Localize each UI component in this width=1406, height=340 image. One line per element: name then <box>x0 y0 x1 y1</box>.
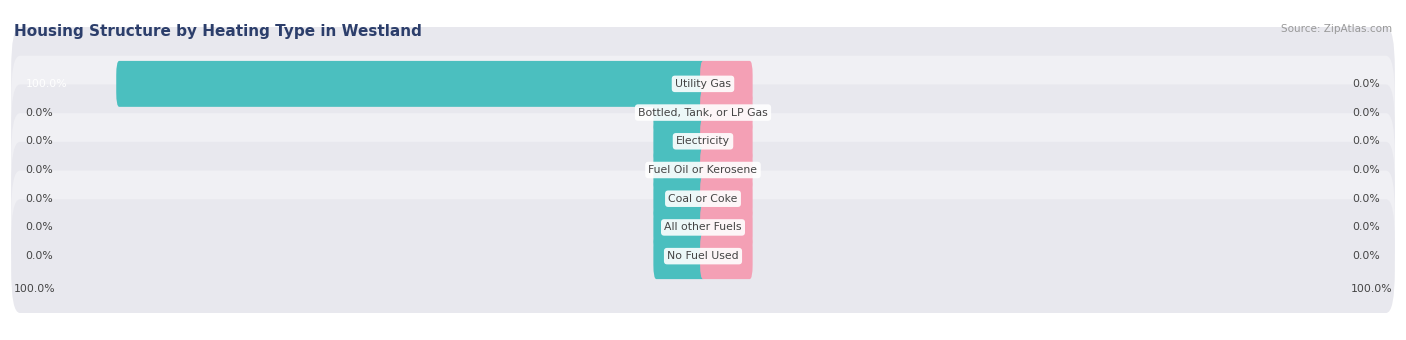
Text: 0.0%: 0.0% <box>25 165 53 175</box>
Text: No Fuel Used: No Fuel Used <box>668 251 738 261</box>
Text: 0.0%: 0.0% <box>1353 222 1381 233</box>
Text: 100.0%: 100.0% <box>25 79 67 89</box>
Text: 0.0%: 0.0% <box>1353 136 1381 146</box>
FancyBboxPatch shape <box>700 204 752 250</box>
Text: Bottled, Tank, or LP Gas: Bottled, Tank, or LP Gas <box>638 107 768 118</box>
Text: 0.0%: 0.0% <box>25 107 53 118</box>
Text: 0.0%: 0.0% <box>25 136 53 146</box>
FancyBboxPatch shape <box>700 61 752 107</box>
FancyBboxPatch shape <box>11 142 1395 256</box>
FancyBboxPatch shape <box>700 90 752 136</box>
FancyBboxPatch shape <box>11 27 1395 141</box>
Text: Electricity: Electricity <box>676 136 730 146</box>
Text: Housing Structure by Heating Type in Westland: Housing Structure by Heating Type in Wes… <box>14 24 422 39</box>
Text: 0.0%: 0.0% <box>25 251 53 261</box>
Text: Fuel Oil or Kerosene: Fuel Oil or Kerosene <box>648 165 758 175</box>
FancyBboxPatch shape <box>11 113 1395 227</box>
Text: Source: ZipAtlas.com: Source: ZipAtlas.com <box>1281 24 1392 34</box>
FancyBboxPatch shape <box>11 84 1395 198</box>
FancyBboxPatch shape <box>117 61 706 107</box>
FancyBboxPatch shape <box>654 90 706 136</box>
Text: 0.0%: 0.0% <box>1353 165 1381 175</box>
FancyBboxPatch shape <box>700 147 752 193</box>
Text: 0.0%: 0.0% <box>1353 79 1381 89</box>
FancyBboxPatch shape <box>654 147 706 193</box>
Text: 0.0%: 0.0% <box>1353 107 1381 118</box>
FancyBboxPatch shape <box>700 233 752 279</box>
Text: All other Fuels: All other Fuels <box>664 222 742 233</box>
Text: Utility Gas: Utility Gas <box>675 79 731 89</box>
Text: 0.0%: 0.0% <box>25 222 53 233</box>
FancyBboxPatch shape <box>11 56 1395 169</box>
Text: 0.0%: 0.0% <box>25 194 53 204</box>
Text: Coal or Coke: Coal or Coke <box>668 194 738 204</box>
FancyBboxPatch shape <box>700 176 752 222</box>
Text: 0.0%: 0.0% <box>1353 251 1381 261</box>
Text: 100.0%: 100.0% <box>1350 284 1392 294</box>
FancyBboxPatch shape <box>654 176 706 222</box>
FancyBboxPatch shape <box>654 204 706 250</box>
Text: 0.0%: 0.0% <box>1353 194 1381 204</box>
Text: 100.0%: 100.0% <box>14 284 56 294</box>
FancyBboxPatch shape <box>11 171 1395 284</box>
FancyBboxPatch shape <box>654 118 706 164</box>
FancyBboxPatch shape <box>700 118 752 164</box>
FancyBboxPatch shape <box>654 233 706 279</box>
FancyBboxPatch shape <box>11 199 1395 313</box>
